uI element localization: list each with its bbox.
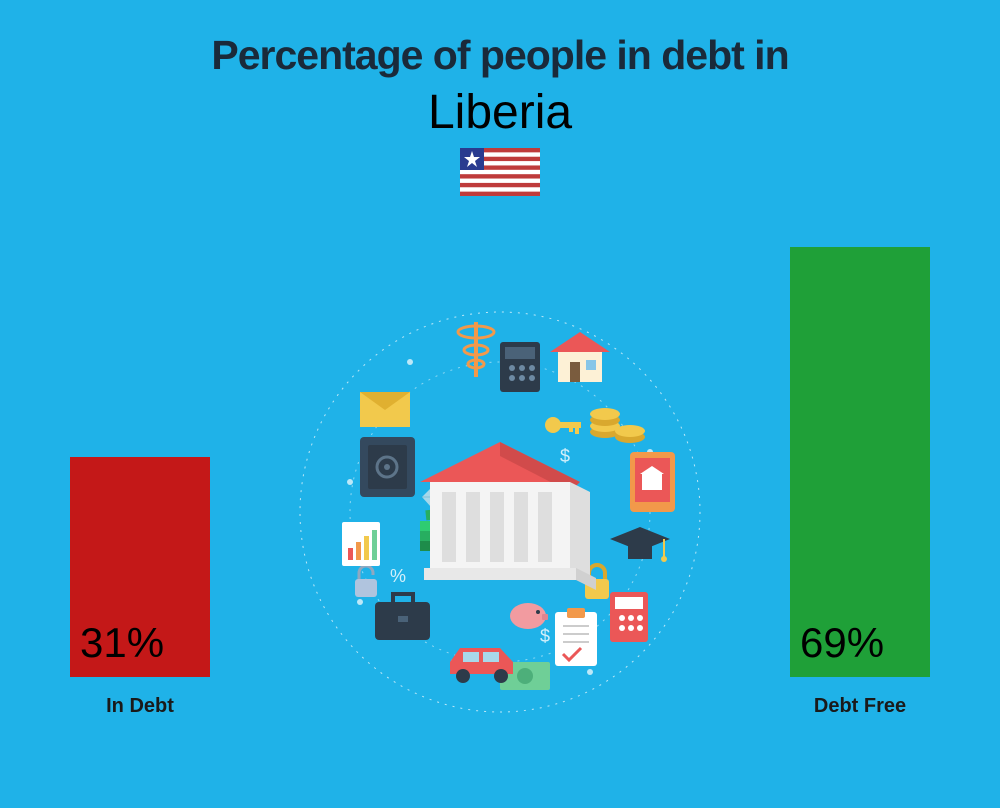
bar-chart: 31% In Debt 69% Debt Free — [0, 268, 1000, 768]
flag-container — [0, 148, 1000, 196]
bar-in-debt: 31% In Debt — [70, 457, 210, 718]
bar-debt-free-value: 69% — [800, 619, 884, 667]
page-title: Percentage of people in debt in — [0, 32, 1000, 79]
bar-in-debt-rect: 31% — [70, 457, 210, 677]
bar-debt-free-rect: 69% — [790, 247, 930, 677]
liberia-flag-icon — [460, 148, 540, 196]
bar-debt-free-label: Debt Free — [790, 695, 930, 718]
bar-debt-free: 69% Debt Free — [790, 247, 930, 718]
bar-in-debt-label: In Debt — [70, 695, 210, 718]
bar-in-debt-value: 31% — [80, 619, 164, 667]
country-name: Liberia — [0, 85, 1000, 140]
